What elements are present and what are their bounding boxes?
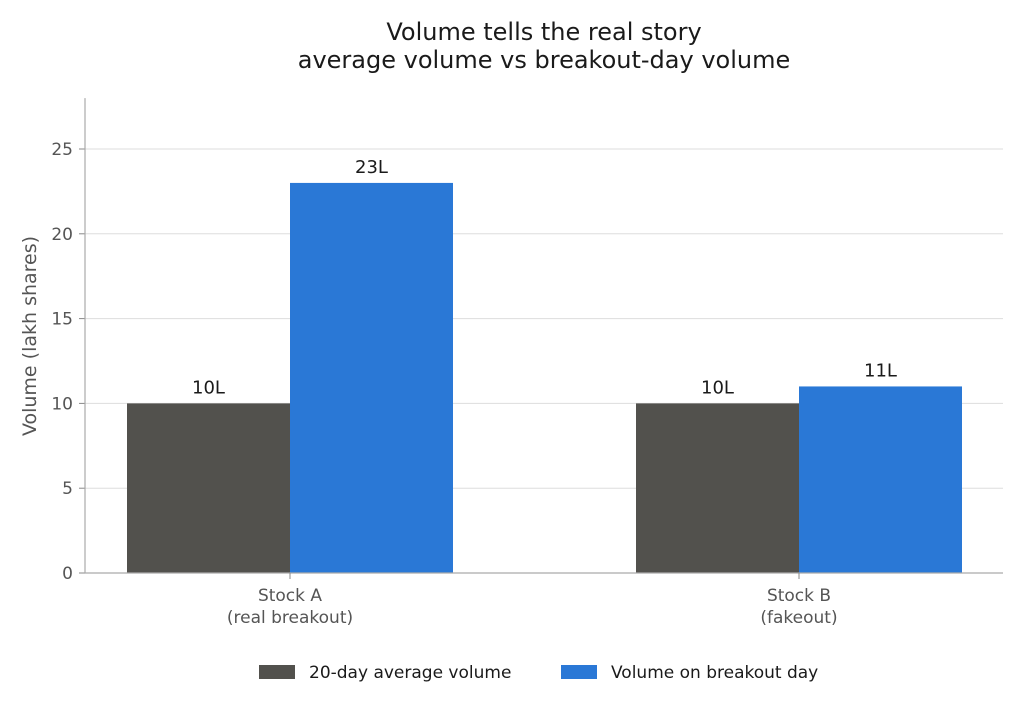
x-tick-label: Stock A [258,586,322,606]
legend-swatch [561,665,597,679]
y-axis-label: Volume (lakh shares) [19,236,41,436]
chart-title-line-1: Volume tells the real story [386,18,701,46]
y-tick-label: 10 [51,394,73,414]
chart-title-line-2: average volume vs breakout-day volume [298,46,791,74]
y-tick-label: 20 [51,225,73,245]
legend-label: Volume on breakout day [611,663,818,683]
bar-value-label: 11L [864,360,897,381]
bar-value-label: 23L [355,157,388,178]
legend-label: 20-day average volume [309,663,511,683]
axes-layer [79,98,1003,579]
bar [127,403,290,573]
y-tick-label: 0 [62,564,73,584]
bar [799,386,962,573]
legend-item: Volume on breakout day [561,663,818,683]
y-tick-label: 15 [51,310,73,330]
legend-swatch [259,665,295,679]
legend-item: 20-day average volume [259,663,511,683]
labels-layer: 0 5 10 15 20 25 10L 10L 23L 11L Stock A(real break… [51,140,897,628]
y-tick-label: 25 [51,140,73,160]
legend: 20-day average volume Volume on breakout … [259,663,818,683]
y-tick-label: 5 [62,479,73,499]
bars-layer [127,182,962,574]
x-tick-label: Stock B [767,586,831,606]
bar [636,403,799,573]
bar-value-label: 10L [192,377,225,398]
x-tick-label: (fakeout) [760,608,837,628]
bar [290,182,453,574]
x-tick-label: (real breakout) [227,608,353,628]
bar-value-label: 10L [701,377,734,398]
